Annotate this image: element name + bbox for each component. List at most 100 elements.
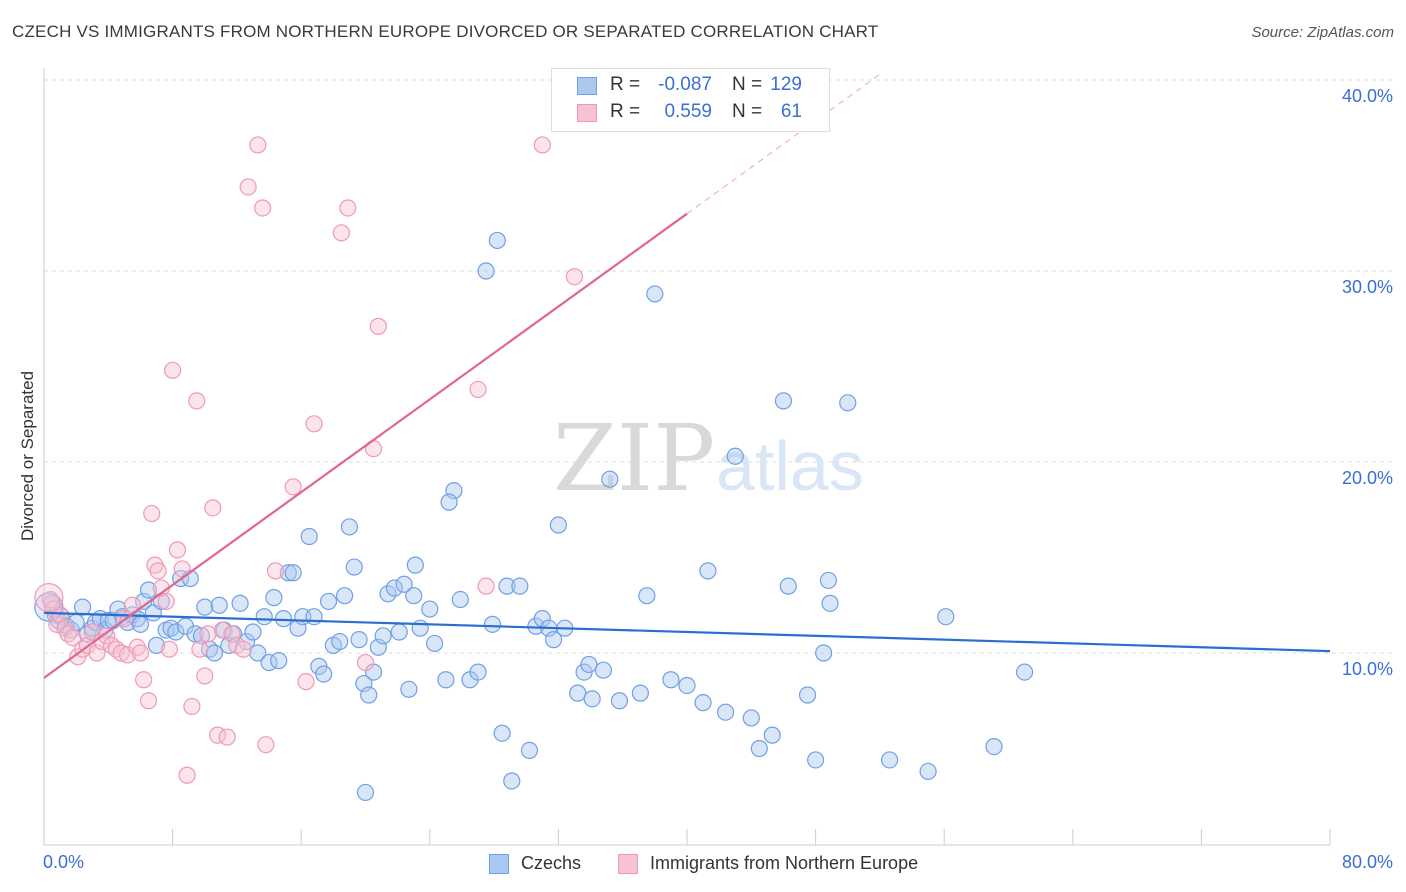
x-tick-min: 0.0% <box>43 852 85 872</box>
data-point <box>610 692 629 710</box>
data-point <box>533 136 551 154</box>
trend-lines <box>43 73 1331 679</box>
data-point <box>356 653 375 672</box>
data-point <box>356 783 375 802</box>
data-point <box>305 608 323 626</box>
legend-r-value: 0.559 <box>664 101 712 122</box>
data-point <box>319 592 338 611</box>
data-point <box>405 587 423 605</box>
data-point <box>678 676 696 695</box>
data-point <box>331 632 349 651</box>
data-point <box>147 636 166 654</box>
data-point <box>406 556 424 574</box>
data-point <box>469 380 487 399</box>
data-point <box>191 640 209 658</box>
data-point <box>131 644 150 662</box>
trend-line <box>43 212 688 679</box>
y-tick-label: 10.0% <box>1341 659 1393 679</box>
data-point <box>421 600 439 618</box>
bottom-label-czechs: Czechs <box>521 853 582 873</box>
trend-line-extension <box>686 73 881 215</box>
legend-r-label: R = <box>610 74 641 95</box>
data-point <box>48 615 66 633</box>
data-point <box>1015 663 1034 681</box>
axes <box>43 68 1331 846</box>
data-point <box>426 634 444 653</box>
data-point <box>569 684 587 702</box>
data-point <box>469 663 487 681</box>
data-point <box>631 684 649 702</box>
data-point <box>160 640 178 658</box>
data-point <box>139 581 158 599</box>
data-point <box>583 690 601 708</box>
data-point <box>477 577 495 595</box>
legend-n-label: N = <box>732 74 763 95</box>
data-point <box>437 671 455 689</box>
data-point <box>196 667 214 685</box>
data-point <box>339 199 357 217</box>
watermark: ZIP atlas <box>553 405 864 512</box>
data-point <box>73 598 92 616</box>
data-point <box>580 655 598 674</box>
data-point <box>699 562 717 580</box>
data-point <box>213 621 232 639</box>
data-point <box>297 673 315 691</box>
data-point <box>186 625 204 643</box>
data-point <box>646 285 664 303</box>
data-point <box>937 608 955 626</box>
data-point <box>210 596 228 614</box>
data-point <box>249 136 267 154</box>
data-point <box>231 594 249 612</box>
data-point <box>483 615 502 633</box>
data-point <box>369 317 387 335</box>
data-point <box>112 644 130 662</box>
data-point <box>395 575 413 593</box>
data-point <box>839 394 857 412</box>
data-point <box>199 625 217 643</box>
chart-title: CZECH VS IMMIGRANTS FROM NORTHERN EUROPE… <box>12 22 879 41</box>
data-point <box>440 493 458 511</box>
data-point <box>601 470 619 488</box>
data-point <box>131 615 150 633</box>
data-point <box>806 751 825 769</box>
data-point <box>374 627 392 645</box>
data-point <box>493 724 511 742</box>
data-point <box>549 516 568 534</box>
data-point <box>164 361 182 379</box>
data-point <box>257 736 275 754</box>
data-point <box>919 762 937 781</box>
trend-line <box>43 611 1331 653</box>
data-point <box>694 694 712 712</box>
data-point <box>157 592 175 611</box>
data-point <box>315 665 333 683</box>
data-point <box>279 564 297 582</box>
data-point <box>139 692 158 710</box>
data-point <box>305 415 323 433</box>
data-point <box>385 579 404 597</box>
data-point <box>178 766 196 784</box>
data-point <box>716 703 735 721</box>
bottom-label-immigrants: Immigrants from Northern Europe <box>650 853 919 873</box>
watermark-atlas: atlas <box>716 427 864 505</box>
data-point <box>503 772 521 790</box>
bottom-swatch-czechs <box>489 854 509 874</box>
legend-n-label: N = <box>732 101 763 122</box>
data-point <box>819 571 838 590</box>
data-point <box>742 709 760 727</box>
data-point <box>300 527 318 546</box>
data-point <box>239 178 257 196</box>
data-point <box>168 541 187 559</box>
data-point <box>400 680 418 698</box>
data-point <box>188 392 206 410</box>
data-point <box>64 629 82 647</box>
data-point <box>244 623 262 641</box>
data-point <box>265 589 283 607</box>
source-label: Source: ZipAtlas.com <box>1251 24 1394 41</box>
data-point <box>284 478 302 496</box>
legend-swatch-czechs <box>577 77 597 95</box>
legend-row-czechs: R = -0.087 N = 129 <box>552 72 829 100</box>
data-point <box>196 598 214 616</box>
data-point <box>779 577 797 595</box>
legend-r-label: R = <box>610 101 641 122</box>
